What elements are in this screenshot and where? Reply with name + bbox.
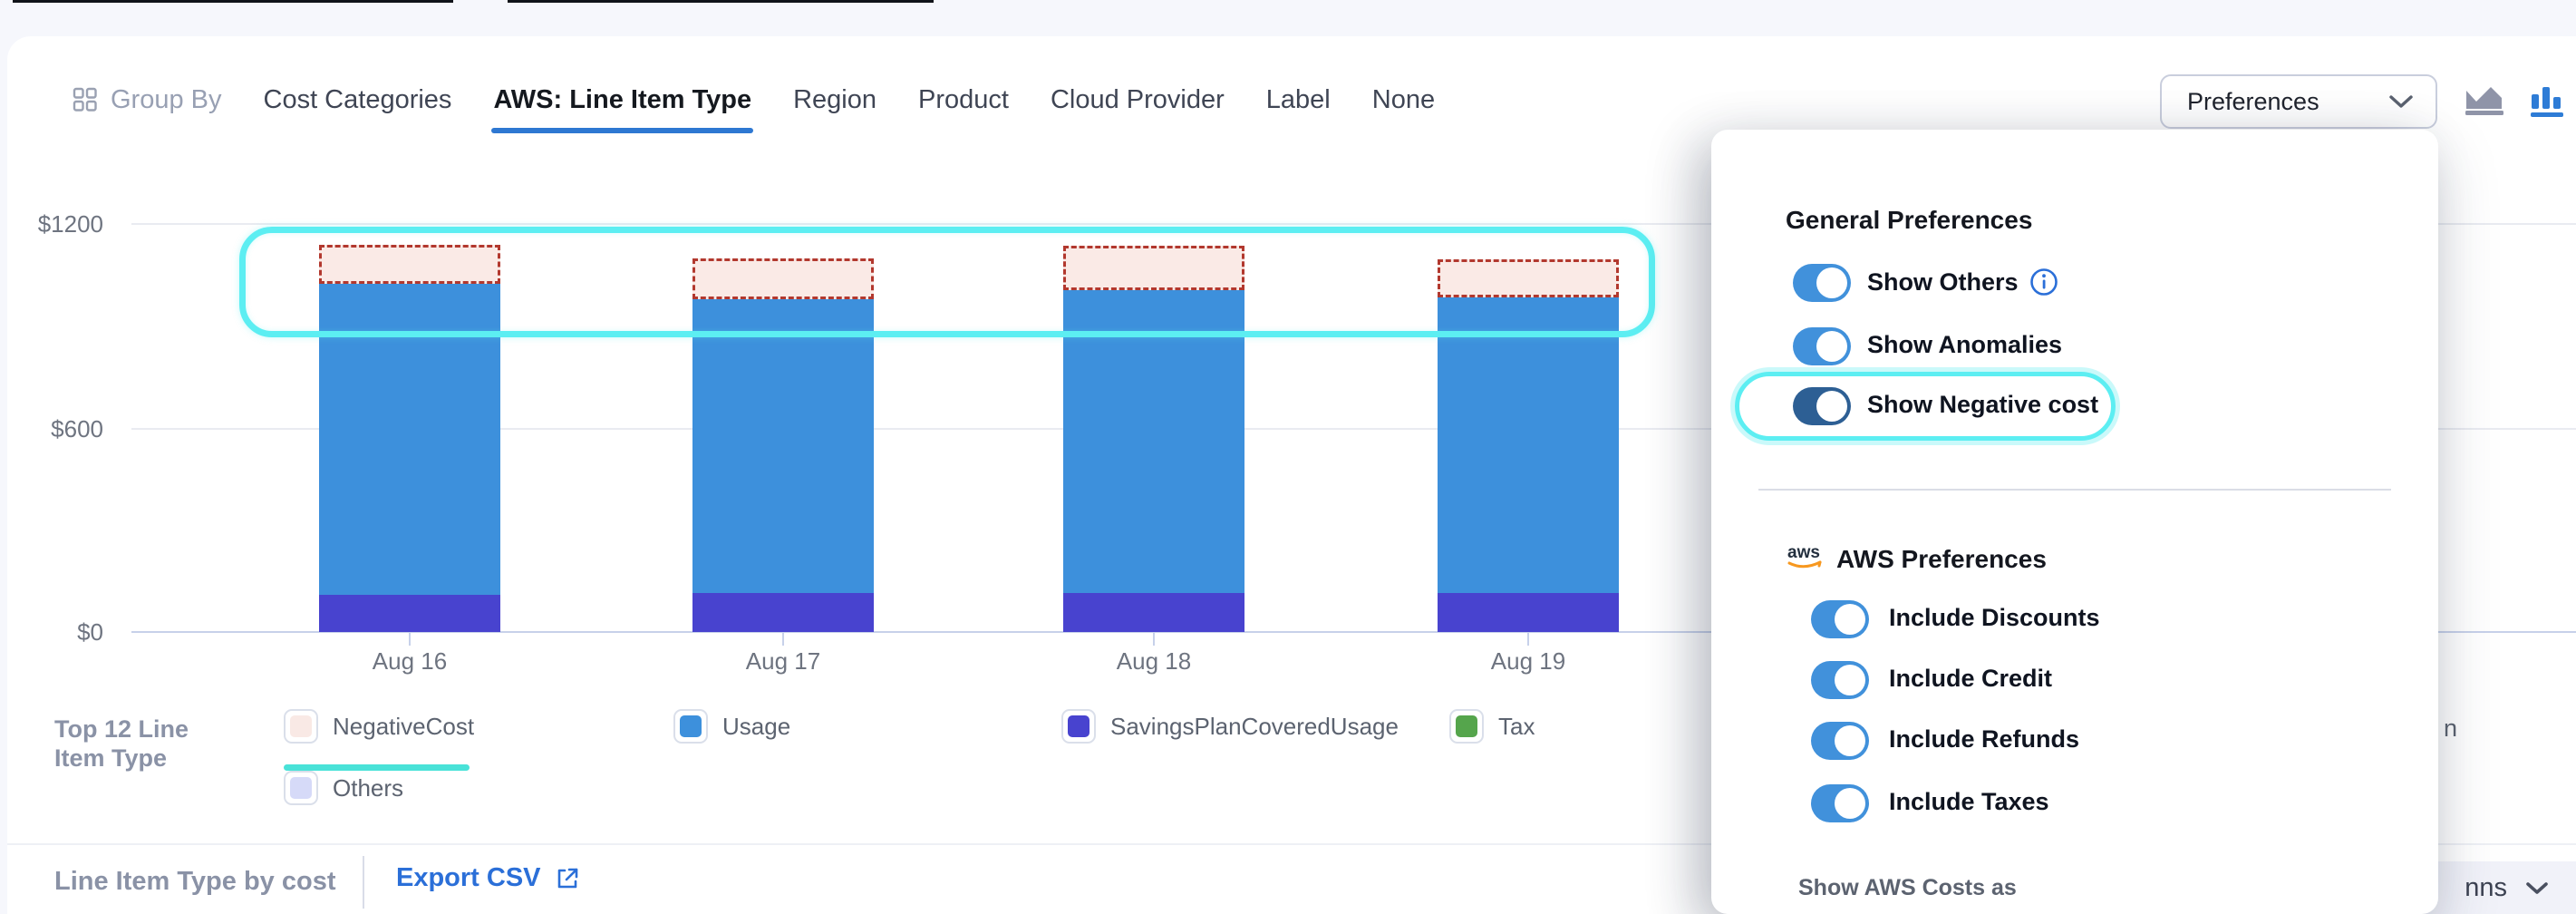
bar-segment-negativecost-aug-18[interactable] [1063, 246, 1244, 291]
vertical-divider [363, 856, 364, 909]
aws-preferences-heading: AWS Preferences [1836, 545, 2047, 573]
bar-segment-savingsplancoveredusage-aug-18[interactable] [1063, 592, 1244, 632]
include-taxes-label: Include Taxes [1889, 788, 2049, 815]
screenshot-artifact-line [508, 0, 934, 3]
legend-swatch-savingsplancoveredusage [1061, 709, 1096, 744]
x-axis-label: Aug 19 [1490, 647, 1566, 675]
tab-label[interactable]: Label [1265, 84, 1331, 114]
include-refunds-toggle[interactable] [1811, 722, 1869, 760]
show-anomalies-label: Show Anomalies [1867, 331, 2063, 358]
info-icon[interactable] [2029, 267, 2058, 297]
export-csv-button[interactable]: Export CSV [396, 863, 581, 893]
svg-text:aws: aws [1787, 543, 1820, 562]
preferences-dropdown-button[interactable]: Preferences [2160, 74, 2437, 129]
screenshot-artifact-line [13, 0, 453, 3]
grid-icon [73, 87, 98, 112]
bar-segment-usage-aug-19[interactable] [1438, 297, 1619, 593]
show-negative-cost-highlight [1735, 372, 2116, 441]
legend-swatch-negativecost [284, 709, 318, 744]
group-by-bar: Group By Cost Categories AWS: Line Item … [73, 76, 1436, 133]
external-link-icon [554, 865, 581, 892]
bar-segment-usage-aug-18[interactable] [1063, 290, 1244, 593]
show-others-toggle[interactable] [1793, 264, 1851, 302]
tab-cost-categories[interactable]: Cost Categories [263, 84, 452, 114]
legend-item-others[interactable]: Others [284, 771, 403, 805]
legend-item-savingsplancoveredusage[interactable]: SavingsPlanCoveredUsage [1061, 709, 1399, 744]
include-refunds-label: Include Refunds [1889, 725, 2080, 753]
area-chart-icon[interactable] [2464, 82, 2509, 120]
x-axis-label: Aug 18 [1116, 647, 1192, 675]
bar-segment-savingsplancoveredusage-aug-17[interactable] [692, 592, 874, 632]
show-negative-cost-label: Show Negative cost [1867, 391, 2099, 418]
legend-item-tax[interactable]: Tax [1449, 709, 1535, 744]
bar-segment-savingsplancoveredusage-aug-16[interactable] [319, 594, 500, 632]
include-credit-toggle[interactable] [1811, 661, 1869, 699]
x-axis-tick [409, 633, 411, 646]
chart-view-toggle [2464, 82, 2567, 120]
x-axis-line [131, 631, 2576, 633]
chevron-down-icon [2525, 881, 2549, 895]
show-anomalies-toggle[interactable] [1793, 327, 1851, 365]
aws-logo-icon: aws [1784, 540, 1827, 577]
gridline-1200 [131, 223, 2576, 225]
bar-segment-negativecost-aug-16[interactable] [319, 244, 500, 284]
include-discounts-label: Include Discounts [1889, 604, 2100, 631]
bar-segment-usage-aug-17[interactable] [692, 298, 874, 593]
bar-segment-savingsplancoveredusage-aug-19[interactable] [1438, 592, 1619, 632]
tab-aws-line-item-type[interactable]: AWS: Line Item Type [491, 84, 753, 133]
legend-title: Top 12 Line Item Type [54, 715, 189, 772]
x-axis-tick [782, 633, 784, 646]
bar-segment-negativecost-aug-17[interactable] [692, 258, 874, 299]
group-by-label-group: Group By [73, 85, 222, 115]
group-by-label: Group By [111, 84, 222, 114]
columns-dropdown-partial-label: nns [2465, 872, 2507, 902]
general-preferences-heading: General Preferences [1786, 206, 2033, 234]
x-axis-label: Aug 17 [745, 647, 821, 675]
show-aws-costs-as-label: Show AWS Costs as [1798, 875, 2017, 900]
legend-item-usage[interactable]: Usage [673, 709, 790, 744]
preferences-dropdown-label: Preferences [2187, 87, 2319, 115]
x-axis-tick [1153, 633, 1155, 646]
tab-product[interactable]: Product [918, 84, 1009, 114]
chevron-down-icon [2388, 94, 2414, 109]
y-tick-0: $0 [77, 618, 103, 646]
legend-item-negativecost[interactable]: NegativeCost [284, 709, 474, 744]
bar-segment-negativecost-aug-19[interactable] [1438, 259, 1619, 297]
tab-cloud-provider[interactable]: Cloud Provider [1050, 84, 1225, 114]
legend-highlight-underline [284, 764, 470, 771]
y-tick-1200: $1200 [37, 210, 103, 238]
tab-region[interactable]: Region [793, 84, 877, 114]
legend-swatch-usage [673, 709, 708, 744]
section-divider [7, 843, 2576, 845]
show-others-label: Show Others [1867, 267, 2058, 297]
tab-none[interactable]: None [1371, 84, 1436, 114]
show-negative-cost-toggle[interactable] [1793, 387, 1851, 425]
bar-chart-icon[interactable] [2529, 82, 2567, 120]
negative-cost-highlight-annotation [239, 227, 1655, 337]
legend-swatch-tax [1449, 709, 1484, 744]
include-discounts-toggle[interactable] [1811, 600, 1869, 638]
legend-swatch-others [284, 771, 318, 805]
x-axis-tick [1527, 633, 1529, 646]
include-credit-label: Include Credit [1889, 665, 2053, 692]
gridline-600 [131, 428, 2576, 430]
panel-divider [1758, 489, 2391, 491]
x-axis-label: Aug 16 [372, 647, 448, 675]
include-taxes-toggle[interactable] [1811, 784, 1869, 822]
clipped-legend-text: n [2444, 715, 2458, 742]
y-tick-600: $600 [51, 415, 103, 442]
table-section-title: Line Item Type by cost [54, 867, 336, 896]
preferences-panel: General Preferences Show Others Show Ano… [1711, 130, 2438, 914]
